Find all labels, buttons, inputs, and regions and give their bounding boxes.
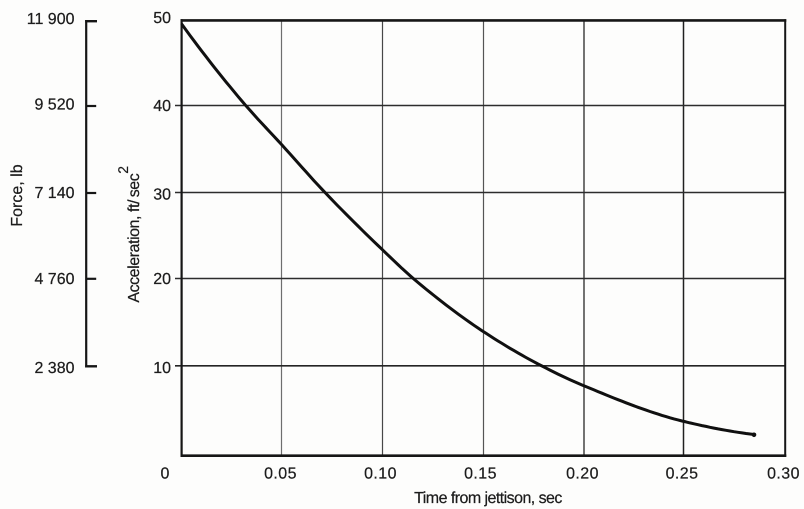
svg-text:Time from jettison, sec: Time from jettison, sec <box>414 490 562 507</box>
svg-text:0.10: 0.10 <box>364 466 397 483</box>
svg-text:30: 30 <box>153 187 171 204</box>
svg-text:0.30: 0.30 <box>767 466 800 483</box>
svg-text:20: 20 <box>153 271 171 288</box>
svg-text:0.05: 0.05 <box>264 466 297 483</box>
svg-text:4 760: 4 760 <box>34 271 74 288</box>
svg-text:Force, lb: Force, lb <box>9 164 26 226</box>
svg-text:0: 0 <box>161 466 170 483</box>
svg-text:9 520: 9 520 <box>34 97 74 114</box>
svg-text:10: 10 <box>153 360 171 377</box>
svg-text:0.20: 0.20 <box>566 466 599 483</box>
svg-text:0.25: 0.25 <box>666 466 699 483</box>
svg-text:40: 40 <box>153 98 171 115</box>
svg-text:11 900: 11 900 <box>27 11 75 28</box>
svg-text:2 380: 2 380 <box>34 360 74 377</box>
svg-text:0.15: 0.15 <box>464 466 497 483</box>
svg-text:50: 50 <box>153 10 171 27</box>
svg-text:7 140: 7 140 <box>34 185 74 202</box>
